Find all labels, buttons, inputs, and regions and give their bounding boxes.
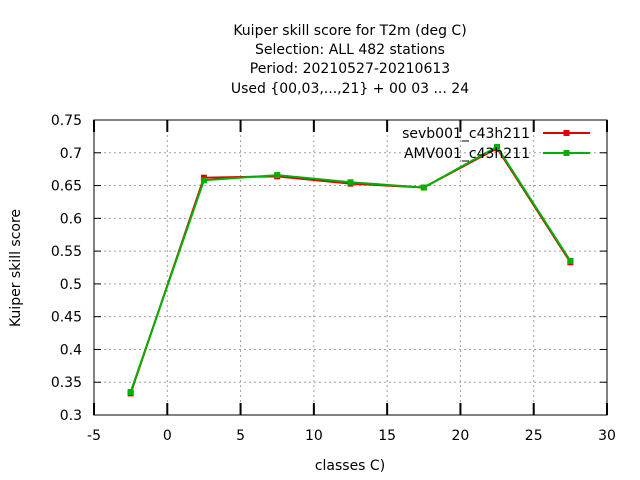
series-2-point bbox=[274, 172, 281, 179]
y-tick-label: 0.4 bbox=[60, 342, 82, 358]
tick-marks bbox=[93, 119, 608, 416]
legend: sevb001_c43h211 AMV001_c43h211 bbox=[402, 126, 590, 162]
y-tick-label: 0.55 bbox=[51, 244, 82, 260]
y-tick-label: 0.75 bbox=[51, 113, 82, 129]
legend-label-series-2: AMV001_c43h211 bbox=[404, 146, 530, 162]
y-tick-label: 0.7 bbox=[60, 146, 82, 162]
title-line-4: Used {00,03,...,21} + 00 03 ... 24 bbox=[231, 81, 469, 97]
series-2-point bbox=[494, 143, 501, 150]
legend-label-series-1: sevb001_c43h211 bbox=[402, 126, 530, 142]
legend-swatch-marker-2 bbox=[563, 150, 570, 156]
legend-swatch-marker-1 bbox=[563, 130, 570, 136]
x-tick-label: 0 bbox=[163, 428, 172, 444]
x-tick-label: -5 bbox=[87, 428, 101, 444]
series-2-point bbox=[420, 184, 427, 191]
y-tick-labels: 0.3 0.35 0.4 0.45 0.5 0.55 0.6 0.65 0.7 0.75 bbox=[51, 113, 82, 424]
y-axis-label: Kuiper skill score bbox=[8, 209, 24, 327]
x-tick-labels: -5 0 5 10 15 20 25 30 bbox=[87, 428, 616, 444]
x-tick-label: 10 bbox=[305, 428, 323, 444]
series-2-point bbox=[567, 257, 574, 264]
legend-swatches bbox=[543, 130, 590, 156]
chart-title: Kuiper skill score for T2m (deg C) Selec… bbox=[231, 23, 469, 97]
title-line-2: Selection: ALL 482 stations bbox=[255, 42, 445, 58]
y-tick-label: 0.45 bbox=[51, 310, 82, 326]
x-tick-label: 30 bbox=[598, 428, 616, 444]
x-tick-label: 15 bbox=[378, 428, 396, 444]
title-line-3: Period: 20210527-20210613 bbox=[250, 61, 450, 77]
y-tick-label: 0.35 bbox=[51, 375, 82, 391]
y-tick-label: 0.65 bbox=[51, 179, 82, 195]
grid bbox=[94, 120, 607, 415]
x-axis-label: classes C) bbox=[315, 458, 385, 474]
x-tick-label: 5 bbox=[236, 428, 245, 444]
series-2-point bbox=[127, 389, 134, 396]
title-line-1: Kuiper skill score for T2m (deg C) bbox=[233, 23, 466, 39]
x-tick-label: 20 bbox=[452, 428, 470, 444]
y-tick-label: 0.6 bbox=[60, 211, 82, 227]
series bbox=[127, 143, 574, 397]
series-2-point bbox=[200, 177, 207, 184]
y-tick-label: 0.5 bbox=[60, 277, 82, 293]
x-tick-label: 25 bbox=[525, 428, 543, 444]
series-2-point bbox=[347, 179, 354, 186]
plot-border bbox=[93, 119, 608, 416]
axes bbox=[93, 119, 608, 416]
y-tick-label: 0.3 bbox=[60, 408, 82, 424]
